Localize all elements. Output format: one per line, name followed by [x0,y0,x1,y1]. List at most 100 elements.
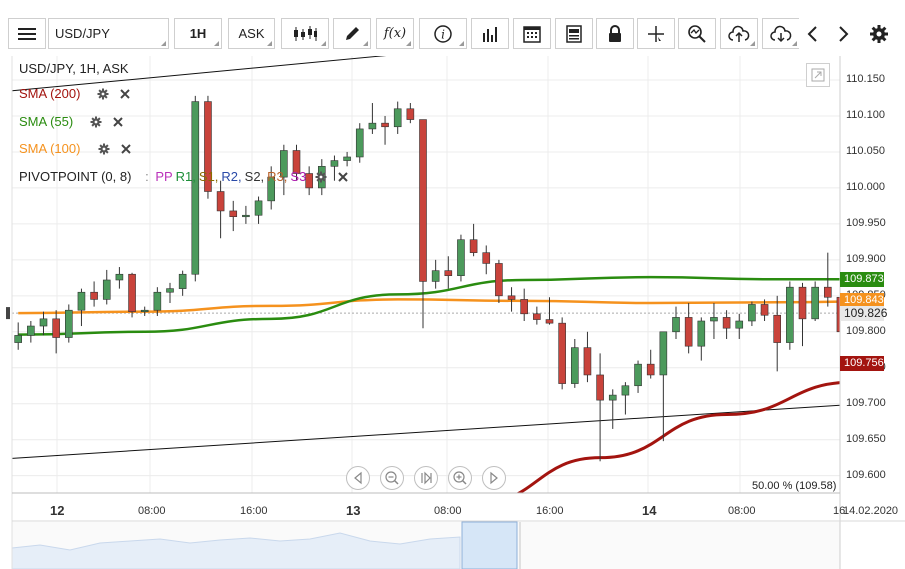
price-type-select[interactable]: ASK [228,18,275,49]
candle [204,95,212,199]
scroll-forward-button[interactable] [829,18,857,49]
load-cloud-button[interactable] [762,18,800,49]
candle-body [90,291,98,300]
sma100-settings-gear-icon[interactable] [98,143,110,155]
candle-body [558,322,566,384]
pencil-icon [346,26,359,40]
candle [355,123,364,163]
timeframe-select[interactable]: 1H [174,18,222,49]
candle-body [823,286,832,298]
calendar-button[interactable] [513,18,551,49]
candle [27,320,35,343]
time-label: 08:00 [434,505,462,517]
candle-body [254,200,263,216]
candle-body [495,263,503,297]
legend-sma200[interactable]: SMA (200) [19,85,80,103]
zoom-in-button[interactable] [448,466,472,490]
gear-icon [870,24,888,43]
sma100-remove-close-icon[interactable] [120,143,132,155]
candle-body [14,335,22,343]
time-label: 16:00 [536,505,564,517]
indicators-button[interactable]: f(x) [376,18,414,49]
reset-zoom-button[interactable] [414,466,438,490]
legend-sma55[interactable]: SMA (55) [19,113,73,131]
candle [545,297,554,325]
price-badge: 109.826 [840,305,887,321]
sma200-settings-gear-icon[interactable] [97,88,109,100]
scroll-left-button[interactable] [346,466,370,490]
zoom-out-button[interactable] [380,466,404,490]
info-button[interactable]: i [419,18,467,49]
candle-body [710,317,718,322]
candle-body [672,317,680,333]
price-tick-label: 109.700 [846,396,886,409]
crosshair-button[interactable] [637,18,675,49]
chart-lines [12,56,840,493]
scroll-back-button[interactable] [799,18,827,49]
candle [90,281,98,307]
price-tick-label: 109.950 [846,216,886,229]
candle-body [760,304,769,316]
symbol-select[interactable]: USD/JPY [48,18,169,49]
save-cloud-button[interactable] [720,18,758,49]
sma55-remove-close-icon[interactable] [112,116,124,128]
reset-icon [421,471,432,485]
expand-chart-button[interactable] [806,63,830,87]
candle-body [545,319,554,324]
fibonacci-level-label: 50.00 % (109.58) [752,480,837,492]
candle-body [431,270,440,282]
candle-body [507,295,516,300]
candle [621,382,630,415]
candle [900,314,905,332]
scroll-left-icon [354,471,362,485]
candle [229,200,238,232]
candle-body [115,273,124,281]
menu-button[interactable] [8,18,46,49]
volume-button[interactable] [471,18,509,49]
candle [469,223,478,257]
settings-button[interactable] [866,18,892,49]
lock-button[interactable] [596,18,634,49]
candle-body [684,317,693,347]
sma55-line [18,275,840,336]
sma200-remove-close-icon[interactable] [119,88,131,100]
candle-body [888,323,895,328]
candle [431,259,440,289]
chart-type-button[interactable] [281,18,329,49]
sma55-settings-gear-icon[interactable] [90,116,102,128]
sma200-line [516,381,840,493]
legend-sma100[interactable]: SMA (100) [19,140,80,158]
zoom-button[interactable] [678,18,716,49]
price-chart[interactable] [0,56,905,569]
candle-body [482,252,491,264]
candle [368,103,377,134]
candle [419,119,427,329]
scroll-right-button[interactable] [482,466,506,490]
navigator-overview[interactable] [11,521,840,569]
drawing-tools-button[interactable] [333,18,371,49]
candle [697,317,706,361]
candle [153,287,162,316]
candle-body [368,122,377,130]
candle [178,270,187,296]
candle [583,331,592,383]
zoom-icon [688,24,706,43]
candle-body [39,318,48,327]
pivot-level-label: S1, [198,169,219,184]
legend-pivotpoint[interactable]: PIVOTPOINT (0, 8) : PP R1, S1, R2, S2, R3, S3 [19,168,306,186]
candle-body [178,273,187,289]
candle [254,196,263,224]
pivot-separator: : [145,169,149,184]
time-label: 08:00 [138,505,166,517]
candle [14,322,22,350]
pivot-remove-close-icon[interactable] [337,171,349,183]
price-tick-label: 109.650 [846,432,886,445]
candle-body [634,363,642,387]
candle-body [166,288,174,293]
candle [596,353,604,462]
template-button[interactable] [555,18,593,49]
price-badge: 109.843 [840,293,884,309]
pivot-settings-gear-icon[interactable] [315,171,327,183]
candle [444,256,453,289]
candle [166,282,174,304]
